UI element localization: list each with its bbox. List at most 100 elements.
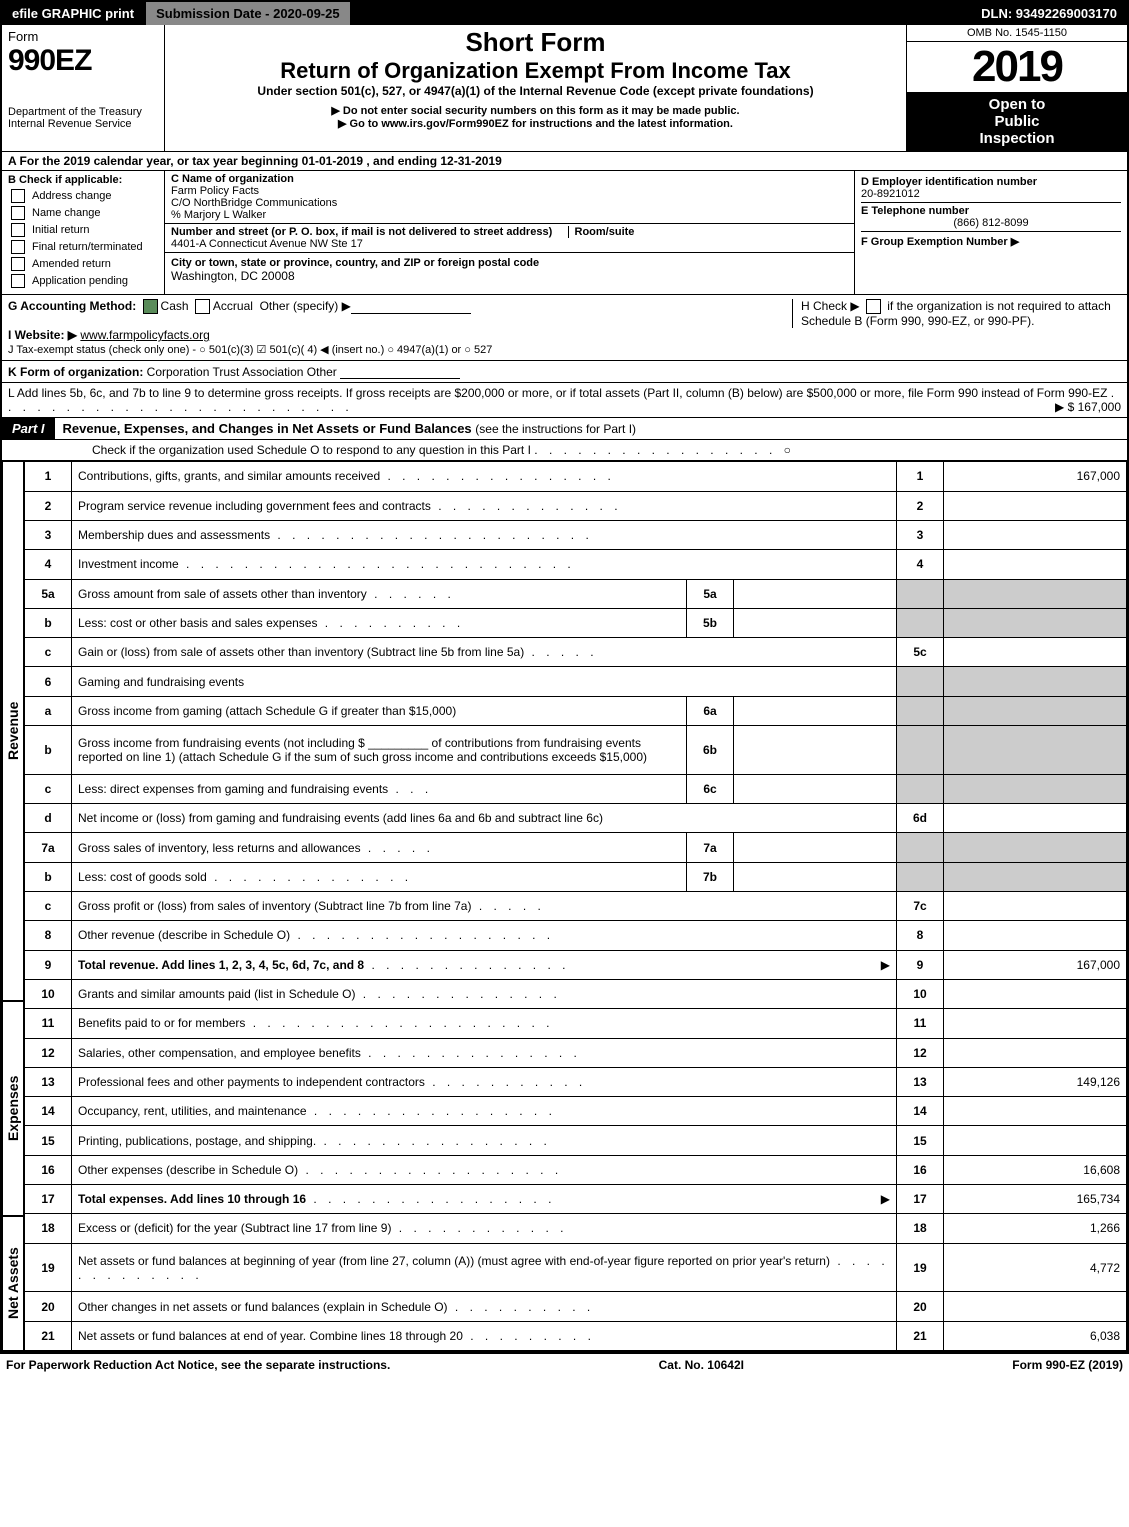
inspection: Inspection xyxy=(909,130,1125,147)
row-7b: bLess: cost of goods sold . . . . . . . … xyxy=(25,862,1127,891)
org-city: Washington, DC 20008 xyxy=(171,269,295,283)
desc-9: Total revenue. Add lines 1, 2, 3, 4, 5c,… xyxy=(78,958,364,972)
part-i-check-box[interactable]: ○ xyxy=(784,443,791,457)
amt-4 xyxy=(944,550,1127,579)
paperwork-notice: For Paperwork Reduction Act Notice, see … xyxy=(6,1358,390,1372)
checkbox-cash[interactable] xyxy=(143,299,158,314)
line-k-label: K Form of organization: xyxy=(8,365,143,379)
desc-7b: Less: cost of goods sold xyxy=(78,870,207,884)
checkbox-initial-return[interactable] xyxy=(11,223,25,237)
org-street: 4401-A Connecticut Avenue NW Ste 17 xyxy=(171,238,363,250)
checkbox-name-change[interactable] xyxy=(11,206,25,220)
checkbox-address-change[interactable] xyxy=(11,189,25,203)
checkbox-application-pending[interactable] xyxy=(11,274,25,288)
checkbox-amended[interactable] xyxy=(11,257,25,271)
form-subtitle: Under section 501(c), 527, or 4947(a)(1)… xyxy=(173,84,898,98)
amt-21: 6,038 xyxy=(944,1321,1127,1351)
goto-link[interactable]: ▶ Go to www.irs.gov/Form990EZ for instru… xyxy=(338,118,733,130)
ssn-warning: ▶ Do not enter social security numbers o… xyxy=(173,104,898,117)
group-exemption-label: F Group Exemption Number ▶ xyxy=(861,236,1019,248)
other-org-field[interactable] xyxy=(340,364,460,379)
form-title: Return of Organization Exempt From Incom… xyxy=(173,58,898,84)
line-g-label: G Accounting Method: xyxy=(8,299,136,313)
row-6c: cLess: direct expenses from gaming and f… xyxy=(25,774,1127,803)
desc-2: Program service revenue including govern… xyxy=(78,499,431,513)
side-label-revenue: Revenue xyxy=(2,461,24,1001)
row-16: 16Other expenses (describe in Schedule O… xyxy=(25,1155,1127,1184)
public-inspection-box: Open to Public Inspection xyxy=(907,92,1127,151)
row-7c: cGross profit or (loss) from sales of in… xyxy=(25,892,1127,921)
amt-14 xyxy=(944,1097,1127,1126)
amt-1: 167,000 xyxy=(944,462,1127,491)
row-6: 6Gaming and fundraising events xyxy=(25,667,1127,696)
desc-21: Net assets or fund balances at end of ye… xyxy=(78,1329,463,1343)
website-link[interactable]: www.farmpolicyfacts.org xyxy=(80,328,209,342)
tax-year: 2019 xyxy=(907,42,1127,92)
side-label-expenses: Expenses xyxy=(2,1001,24,1216)
checkbox-schedule-b[interactable] xyxy=(866,299,881,314)
other-method-field[interactable] xyxy=(351,299,471,314)
lbl-trust: Trust xyxy=(213,365,240,379)
amt-12 xyxy=(944,1038,1127,1067)
side-label-net-assets: Net Assets xyxy=(2,1216,24,1351)
city-label: City or town, state or province, country… xyxy=(171,257,539,269)
row-4: 4Investment income . . . . . . . . . . .… xyxy=(25,550,1127,579)
catalog-number: Cat. No. 10642I xyxy=(659,1358,744,1372)
amt-10 xyxy=(944,979,1127,1008)
row-14: 14Occupancy, rent, utilities, and mainte… xyxy=(25,1097,1127,1126)
street-label: Number and street (or P. O. box, if mail… xyxy=(171,226,552,238)
desc-6a: Gross income from gaming (attach Schedul… xyxy=(78,704,456,718)
lbl-corporation: Corporation xyxy=(147,365,210,379)
tel-label: E Telephone number xyxy=(861,205,969,217)
row-11: 11Benefits paid to or for members . . . … xyxy=(25,1009,1127,1038)
amt-6c xyxy=(734,774,897,803)
desc-14: Occupancy, rent, utilities, and maintena… xyxy=(78,1104,307,1118)
desc-19: Net assets or fund balances at beginning… xyxy=(78,1254,830,1268)
desc-5a: Gross amount from sale of assets other t… xyxy=(78,587,367,601)
lbl-association: Association xyxy=(242,365,303,379)
part-i-table: Revenue Expenses Net Assets 1Contributio… xyxy=(2,461,1127,1351)
desc-13: Professional fees and other payments to … xyxy=(78,1075,425,1089)
part-i-title: Revenue, Expenses, and Changes in Net As… xyxy=(63,421,472,436)
row-20: 20Other changes in net assets or fund ba… xyxy=(25,1292,1127,1321)
desc-6d: Net income or (loss) from gaming and fun… xyxy=(78,811,603,825)
ein-label: D Employer identification number xyxy=(861,176,1037,188)
row-1: 1Contributions, gifts, grants, and simil… xyxy=(25,462,1127,491)
line-l-amount: ▶ $ 167,000 xyxy=(1055,400,1121,414)
ein-value: 20-8921012 xyxy=(861,188,920,200)
amt-5b xyxy=(734,608,897,637)
row-5a: 5aGross amount from sale of assets other… xyxy=(25,579,1127,608)
desc-12: Salaries, other compensation, and employ… xyxy=(78,1046,361,1060)
box-b-header: B Check if applicable: xyxy=(8,174,158,186)
amt-6b xyxy=(734,726,897,775)
form-header: Form 990EZ Department of the Treasury In… xyxy=(2,25,1127,152)
dln-label: DLN: 93492269003170 xyxy=(971,2,1127,25)
amt-3 xyxy=(944,520,1127,549)
row-10: 10Grants and similar amounts paid (list … xyxy=(25,979,1127,1008)
dots: . . . . . . . . . . . . . . . . . xyxy=(534,443,783,457)
desc-18: Excess or (deficit) for the year (Subtra… xyxy=(78,1221,391,1235)
lbl-amended: Amended return xyxy=(32,258,111,270)
desc-5c: Gain or (loss) from sale of assets other… xyxy=(78,645,524,659)
short-form-title: Short Form xyxy=(173,27,898,58)
tel-value: (866) 812-8099 xyxy=(861,217,1121,229)
desc-1: Contributions, gifts, grants, and simila… xyxy=(78,469,380,483)
row-18: 18Excess or (deficit) for the year (Subt… xyxy=(25,1214,1127,1243)
amt-5a xyxy=(734,579,897,608)
amt-20 xyxy=(944,1292,1127,1321)
checkbox-accrual[interactable] xyxy=(195,299,210,314)
form-edition: Form 990-EZ (2019) xyxy=(1012,1358,1123,1372)
amt-7a xyxy=(734,833,897,862)
desc-6: Gaming and fundraising events xyxy=(78,675,244,689)
amt-7c xyxy=(944,892,1127,921)
desc-7a: Gross sales of inventory, less returns a… xyxy=(78,841,361,855)
line-h-prefix: H Check ▶ xyxy=(801,299,860,313)
checkbox-final-return[interactable] xyxy=(11,240,25,254)
page-footer: For Paperwork Reduction Act Notice, see … xyxy=(0,1353,1129,1376)
amt-6d xyxy=(944,804,1127,833)
line-a-period: A For the 2019 calendar year, or tax yea… xyxy=(2,152,1127,171)
dept-irs: Internal Revenue Service xyxy=(8,118,158,130)
row-13: 13Professional fees and other payments t… xyxy=(25,1067,1127,1096)
room-suite-label: Room/suite xyxy=(568,226,635,238)
desc-6c: Less: direct expenses from gaming and fu… xyxy=(78,782,388,796)
